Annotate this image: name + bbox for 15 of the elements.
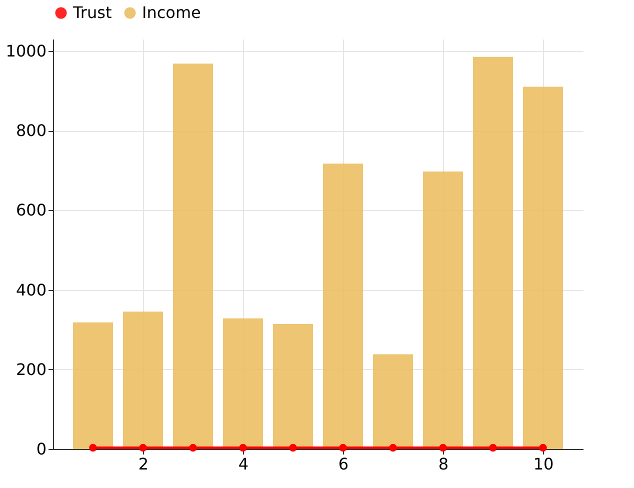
y-tick-label: 800: [16, 121, 46, 140]
x-tick-label: 2: [138, 454, 149, 474]
y-tick-label: 600: [16, 200, 46, 220]
y-tick-label: 200: [16, 360, 46, 379]
y-tick-label: 1000: [6, 41, 46, 60]
legend-label: Income: [142, 3, 201, 22]
y-tick-label: 400: [16, 280, 46, 300]
bar: [523, 86, 563, 449]
legend-label: Trust: [72, 3, 112, 22]
bar: [73, 322, 113, 449]
x-tick-label: 4: [238, 454, 249, 474]
y-tick-label: 0: [36, 440, 46, 458]
x-tick-label: 6: [338, 454, 349, 474]
x-tick-label: 10: [533, 454, 554, 474]
x-tick-label: 8: [438, 454, 449, 474]
